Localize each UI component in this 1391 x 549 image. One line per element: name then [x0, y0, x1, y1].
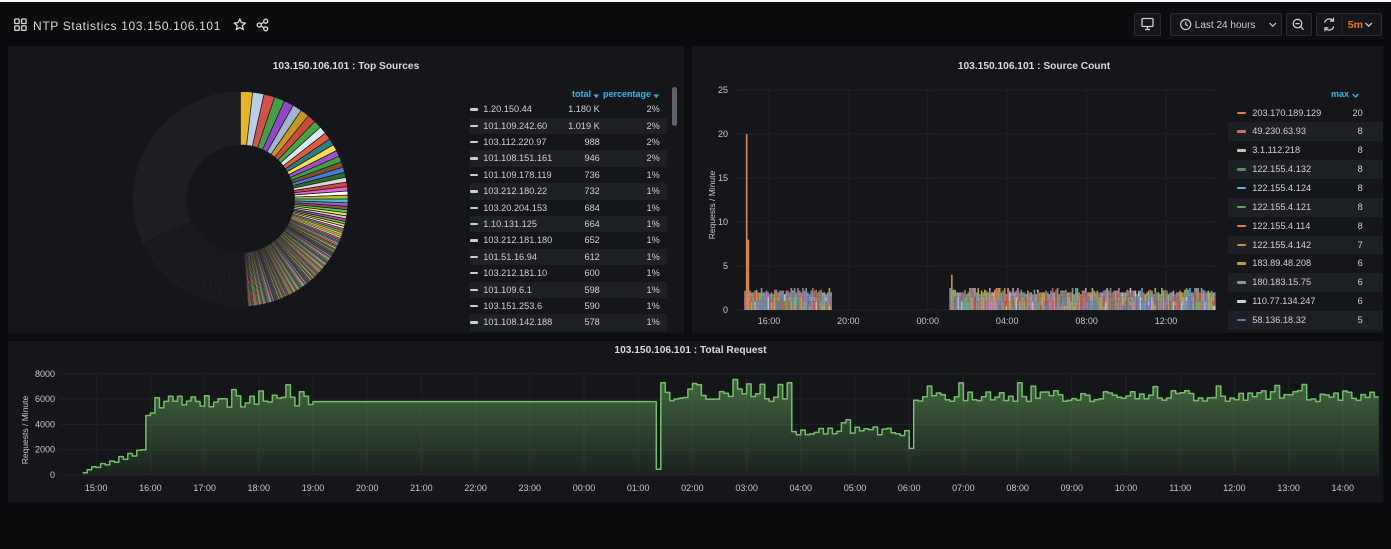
svg-text:2000: 2000 [35, 445, 55, 455]
svg-text:15:00: 15:00 [85, 483, 108, 493]
svg-text:4000: 4000 [35, 419, 55, 429]
svg-text:20: 20 [718, 129, 728, 139]
svg-text:04:00: 04:00 [790, 483, 813, 493]
svg-text:20:00: 20:00 [356, 483, 379, 493]
svg-text:13:00: 13:00 [1277, 483, 1300, 493]
svg-text:12:00: 12:00 [1223, 483, 1246, 493]
svg-text:25: 25 [718, 85, 728, 95]
svg-text:16:00: 16:00 [139, 483, 162, 493]
svg-text:Last 24 hours: Last 24 hours [1195, 20, 1256, 31]
svg-text:23:00: 23:00 [519, 483, 542, 493]
svg-text:6000: 6000 [35, 394, 55, 404]
svg-text:00:00: 00:00 [573, 483, 596, 493]
svg-text:04:00: 04:00 [996, 316, 1019, 326]
svg-text:0: 0 [50, 470, 55, 480]
svg-text:09:00: 09:00 [1061, 483, 1084, 493]
svg-text:03:00: 03:00 [735, 483, 758, 493]
svg-text:0: 0 [723, 305, 728, 315]
svg-text:14:00: 14:00 [1332, 483, 1355, 493]
svg-text:12:00: 12:00 [1155, 316, 1178, 326]
svg-text:05:00: 05:00 [844, 483, 867, 493]
svg-text:19:00: 19:00 [302, 483, 325, 493]
svg-text:20:00: 20:00 [837, 316, 860, 326]
svg-text:00:00: 00:00 [917, 316, 940, 326]
svg-text:22:00: 22:00 [464, 483, 487, 493]
svg-text:10:00: 10:00 [1115, 483, 1138, 493]
svg-text:01:00: 01:00 [627, 483, 650, 493]
svg-text:06:00: 06:00 [898, 483, 921, 493]
svg-text:16:00: 16:00 [758, 316, 781, 326]
svg-text:02:00: 02:00 [681, 483, 704, 493]
svg-text:17:00: 17:00 [193, 483, 216, 493]
svg-text:08:00: 08:00 [1075, 316, 1098, 326]
svg-text:5: 5 [723, 261, 728, 271]
svg-text:10: 10 [718, 217, 728, 227]
svg-text:18:00: 18:00 [248, 483, 271, 493]
svg-text:15: 15 [718, 173, 728, 183]
svg-text:07:00: 07:00 [952, 483, 975, 493]
svg-text:8000: 8000 [35, 369, 55, 379]
svg-text:08:00: 08:00 [1006, 483, 1029, 493]
svg-text:5m: 5m [1348, 19, 1363, 31]
svg-text:11:00: 11:00 [1169, 483, 1191, 493]
svg-text:21:00: 21:00 [410, 483, 433, 493]
